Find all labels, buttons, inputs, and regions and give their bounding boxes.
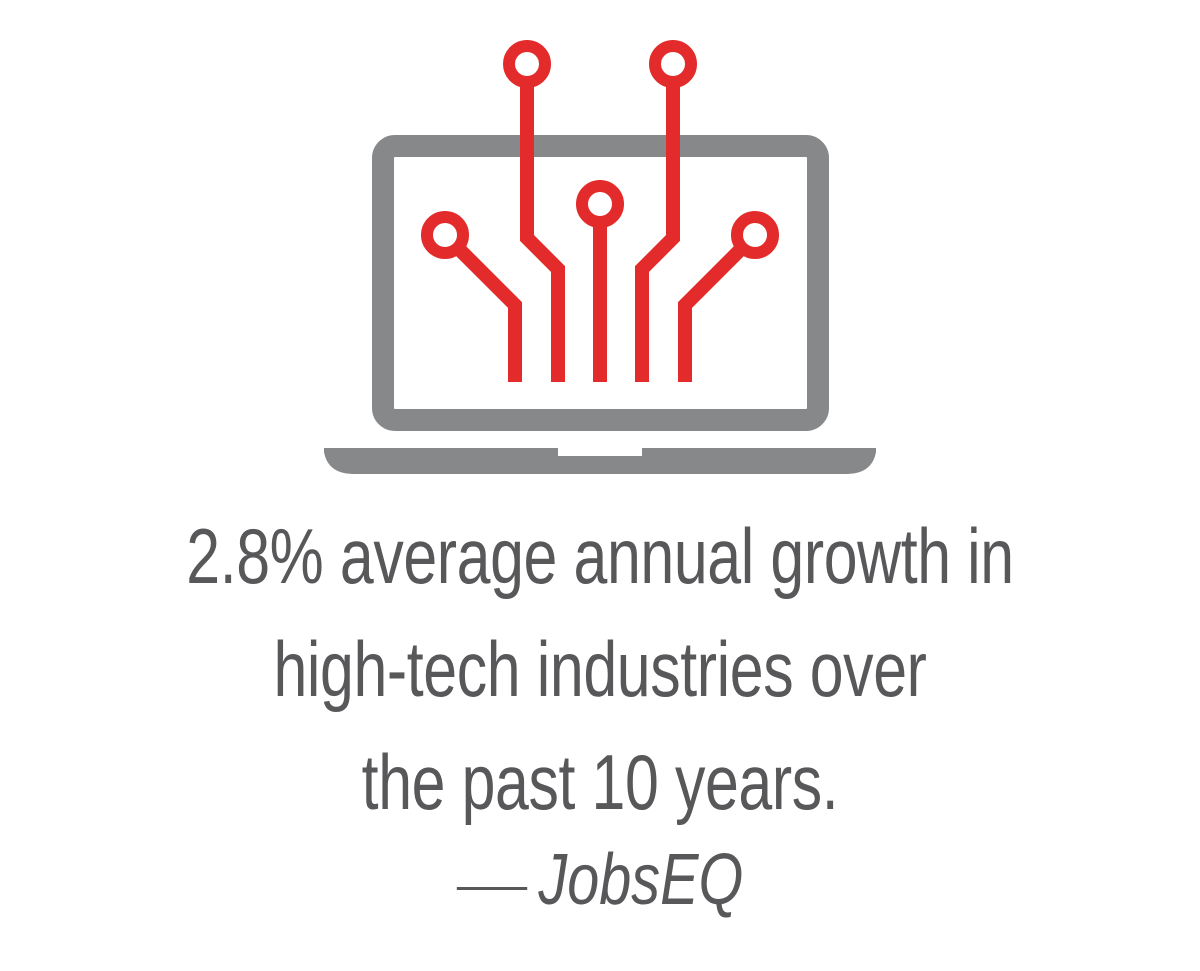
circuit-nodes [421,40,779,259]
stat-line-3: the past 10 years. [361,738,839,826]
laptop-circuit-icon [324,40,876,474]
attribution: JobsEQ [0,835,1200,925]
circuit-trace-left-tall [520,86,565,382]
circuit-traces [456,86,744,382]
circuit-node-top-left [503,40,551,88]
stat-statement: 2.8% average annual growth in high-tech … [0,500,1200,839]
attribution-inner: JobsEQ [456,835,744,925]
circuit-node-far-right [731,211,779,259]
stat-line-2: high-tech industries over [273,625,927,713]
stat-line-1: 2.8% average annual growth in [186,512,1014,600]
attribution-source: JobsEQ [538,840,744,920]
circuit-node-center [576,180,624,228]
circuit-trace-far-left [456,246,522,382]
circuit-node-far-left [421,211,469,259]
circuit-trace-right-tall [635,86,680,382]
laptop-base [324,448,876,474]
attribution-dash [456,887,528,891]
circuit-trace-far-right [678,246,744,382]
laptop-screen-frame [372,135,829,431]
circuit-node-top-right [649,40,697,88]
